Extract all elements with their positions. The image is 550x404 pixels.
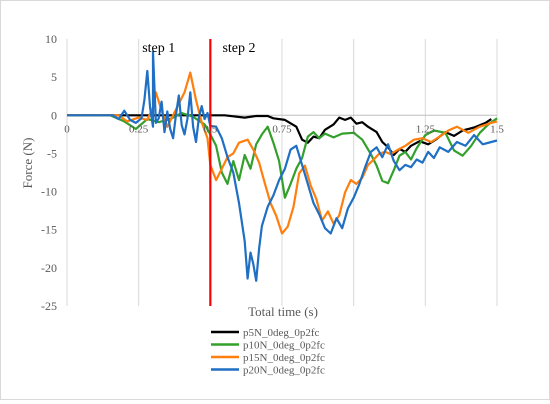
x-axis-label: Total time (s)	[248, 304, 318, 319]
y-tick-label: 5	[51, 70, 57, 84]
y-tick-label: -15	[41, 223, 57, 237]
annotations: step 1 step 2	[142, 41, 255, 56]
legend: p5N_0deg_0p2fcp10N_0deg_0p2fcp15N_0deg_0…	[211, 327, 325, 377]
series-lines	[67, 50, 498, 282]
legend-label: p10N_0deg_0p2fc	[243, 340, 325, 352]
x-tick-label: 0.75	[272, 123, 292, 135]
x-tick-label: 1.25	[416, 123, 436, 135]
x-tick-labels: 0 0.25 0.5 0.75 1 1.25 1.5	[64, 123, 504, 135]
step-label: step 1	[142, 41, 175, 56]
y-tick-label: -20	[41, 261, 57, 275]
series-line-p20N_0deg_0p2fc	[67, 50, 498, 282]
y-tick-label: -5	[47, 146, 57, 160]
legend-label: p20N_0deg_0p2fc	[243, 365, 325, 377]
step-label: step 2	[222, 41, 255, 56]
x-tick-label: 1	[351, 123, 357, 135]
y-tick-label: -25	[41, 299, 57, 313]
legend-label: p15N_0deg_0p2fc	[243, 352, 325, 364]
x-tick-label: 0.25	[129, 123, 149, 135]
legend-label: p5N_0deg_0p2fc	[243, 327, 319, 339]
y-tick-label: 0	[51, 108, 57, 122]
x-tick-label: 0	[64, 123, 70, 135]
x-tick-label: 1.5	[490, 123, 504, 135]
x-tick-label: 0.5	[203, 123, 217, 135]
y-tick-labels: 10 5 0 -5 -10 -15 -20 -25	[41, 32, 57, 313]
y-tick-label: 10	[45, 32, 57, 46]
y-tick-label: -10	[41, 185, 57, 199]
y-axis-label: Force (N)	[20, 138, 35, 189]
